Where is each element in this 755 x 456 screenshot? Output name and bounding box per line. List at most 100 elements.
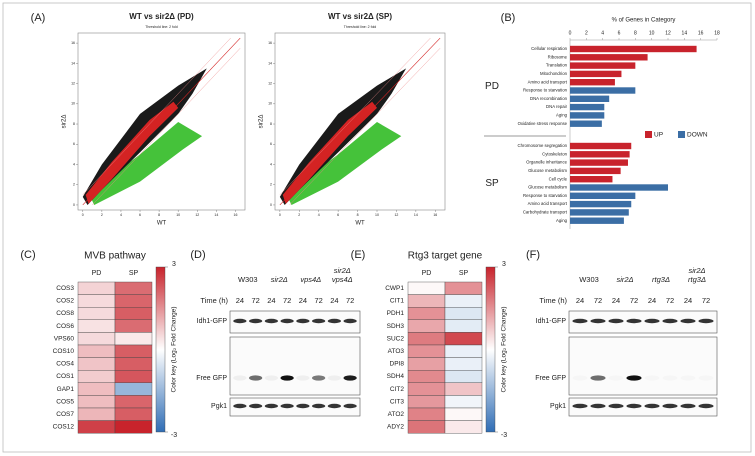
- row-label: DPI8: [390, 361, 405, 368]
- row-label: PDH1: [387, 310, 405, 317]
- y-tick-label: 12: [71, 81, 75, 85]
- heatmap-cell: [114, 420, 153, 434]
- blot-band: [608, 375, 623, 380]
- x-tick-label: 6: [618, 30, 621, 36]
- x-tick-label: 0: [569, 30, 572, 36]
- blot-band: [644, 318, 660, 324]
- x-tick-label: 14: [414, 213, 418, 217]
- bar: [570, 184, 668, 191]
- heatmap-cell: [444, 319, 483, 333]
- chart-title: % of Genes in Category: [612, 18, 676, 24]
- strain-label: rtg3Δ: [688, 275, 706, 284]
- bar: [570, 151, 630, 158]
- y-axis-label: sir2Δ: [259, 115, 265, 129]
- y-tick-label: 14: [268, 61, 272, 65]
- heatmap-cell: [114, 332, 153, 346]
- category-label: Oxidative stress response: [518, 121, 568, 126]
- heatmap-cell: [407, 307, 446, 321]
- heatmap-cell: [444, 294, 483, 308]
- heatmap-cell: [407, 319, 446, 333]
- heatmap-cell: [444, 420, 483, 434]
- threshold-line: [92, 48, 241, 206]
- heatmap-cell: [77, 382, 116, 396]
- x-tick-label: 6: [337, 213, 339, 217]
- time-value: 24: [330, 296, 338, 305]
- x-tick-label: 2: [298, 213, 300, 217]
- strain-label: sir2Δ: [688, 266, 705, 275]
- blot-band: [343, 403, 357, 409]
- color-key-label: Color key (Log₂ Fold Change): [501, 307, 508, 393]
- blot-band: [264, 318, 278, 324]
- time-value: 72: [666, 296, 674, 305]
- bar: [570, 87, 636, 94]
- blot-band: [280, 375, 294, 381]
- color-key-tick-label: -3: [171, 432, 177, 439]
- row-label: COS4: [56, 361, 74, 368]
- heatmap-cell: [444, 344, 483, 358]
- category-label: Amino acid transport: [528, 79, 568, 84]
- category-label: Translation: [546, 63, 568, 68]
- blot-band: [296, 318, 310, 324]
- strain-label: rtg3Δ: [652, 275, 670, 284]
- heatmap-cell: [444, 357, 483, 371]
- row-label: COS3: [56, 285, 74, 292]
- x-tick-label: 16: [698, 30, 704, 36]
- threshold-line: [82, 37, 231, 195]
- blot-band: [608, 318, 624, 324]
- heatmap-cell: [77, 370, 116, 384]
- legend-label: UP: [654, 132, 663, 139]
- x-tick-label: 6: [139, 213, 141, 217]
- bar: [570, 112, 605, 119]
- bar: [570, 120, 602, 127]
- category-label: Carbohydrate transport: [523, 210, 568, 215]
- y-tick-label: 2: [270, 183, 272, 187]
- band-label: Pgk1: [550, 403, 566, 410]
- row-label: COS1: [56, 373, 74, 380]
- y-tick-label: 10: [268, 102, 272, 106]
- row-label: COS12: [53, 424, 75, 431]
- category-label: Glucose metabolism: [528, 185, 567, 190]
- blot-band: [644, 403, 660, 409]
- blot-band: [312, 375, 326, 381]
- time-value: 72: [630, 296, 638, 305]
- bar: [570, 209, 629, 216]
- blot-band: [626, 403, 642, 409]
- blot-panel: [568, 397, 718, 417]
- legend-label: DOWN: [687, 132, 708, 139]
- x-tick-label: 14: [682, 30, 688, 36]
- column-label: SP: [129, 270, 139, 277]
- bar: [570, 167, 621, 175]
- y-tick-label: 0: [270, 203, 272, 207]
- heatmap-cell: [444, 370, 483, 384]
- bar: [570, 79, 615, 86]
- heatmap-cell: [407, 357, 446, 371]
- time-value: 72: [346, 296, 354, 305]
- y-tick-label: 4: [73, 162, 75, 166]
- time-label: Time (h): [200, 296, 228, 305]
- time-value: 72: [594, 296, 602, 305]
- row-label: CIT3: [390, 398, 404, 405]
- row-label: COS8: [56, 310, 74, 317]
- bar: [570, 103, 605, 111]
- heatmap-cell: [77, 319, 116, 333]
- blot-band: [312, 403, 326, 409]
- blot-band: [343, 375, 357, 381]
- category-label: DNA recombination: [530, 96, 568, 101]
- y-tick-label: 16: [268, 41, 272, 45]
- x-tick-label: 4: [120, 213, 122, 217]
- category-label: Ribosome: [548, 54, 568, 59]
- cloud-down: [90, 122, 203, 205]
- bar: [570, 95, 610, 102]
- blot-band: [698, 375, 713, 380]
- heatmap-cell: [114, 344, 153, 358]
- color-key: [155, 266, 166, 433]
- group-label: PD: [485, 81, 499, 92]
- bar: [570, 159, 628, 166]
- bar: [570, 176, 613, 183]
- blot-panel: [568, 336, 718, 396]
- heatmap-cell: [407, 407, 446, 421]
- band-label: Free GFP: [535, 375, 566, 382]
- x-tick-label: 12: [394, 213, 398, 217]
